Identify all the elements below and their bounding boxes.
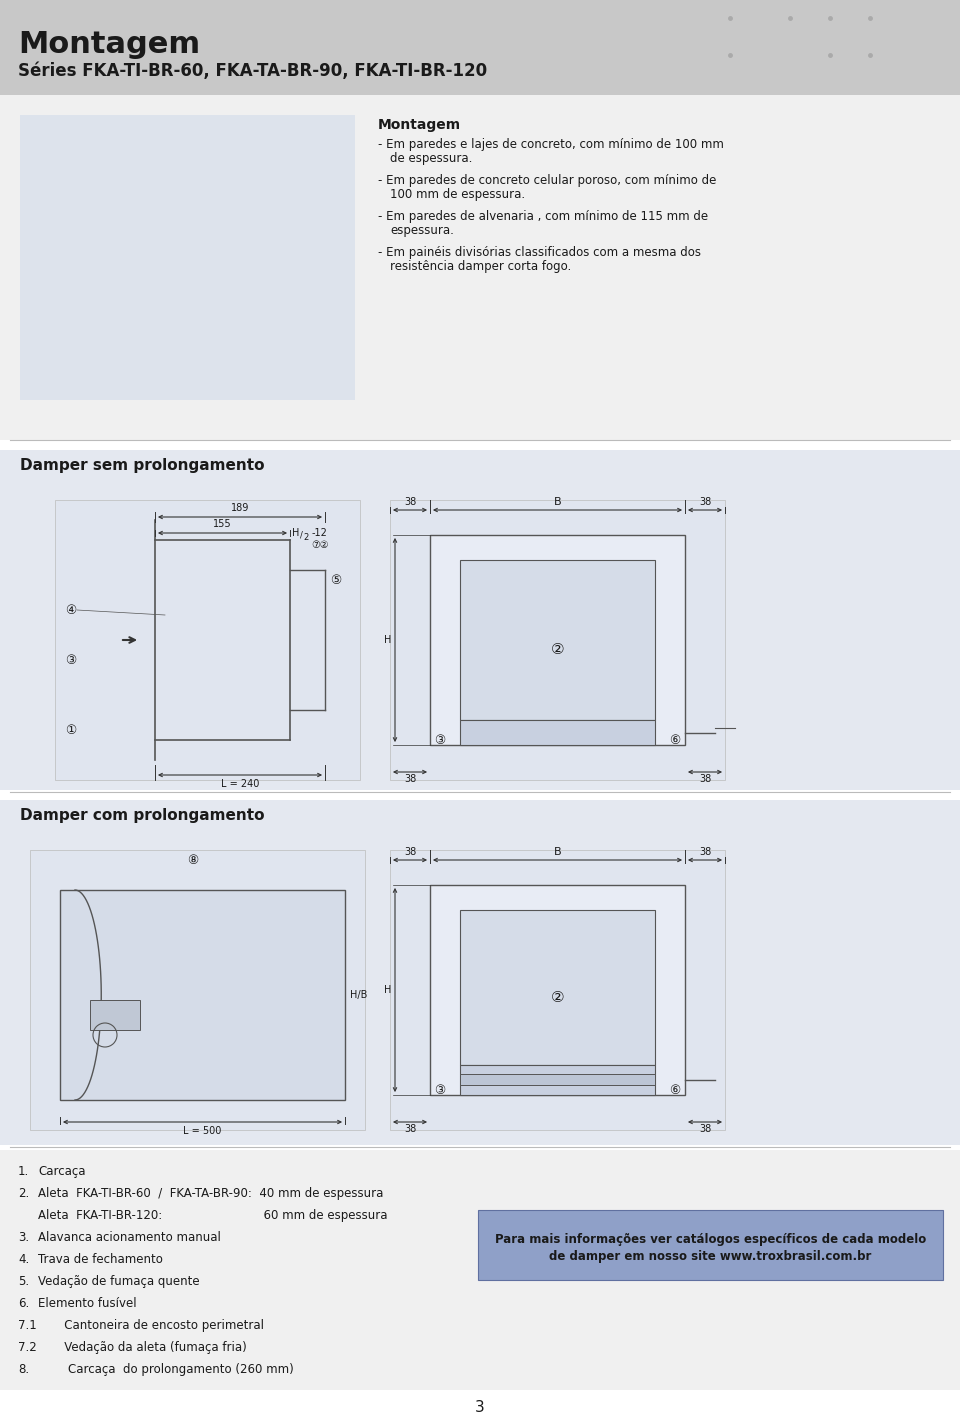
Bar xyxy=(478,1210,943,1279)
Text: H: H xyxy=(292,528,300,538)
Text: ③: ③ xyxy=(434,1084,445,1097)
Bar xyxy=(0,0,960,96)
Text: 3.: 3. xyxy=(18,1231,29,1244)
Text: B: B xyxy=(554,847,562,857)
Bar xyxy=(30,850,365,1130)
Text: Damper com prolongamento: Damper com prolongamento xyxy=(20,808,265,823)
Text: Montagem: Montagem xyxy=(18,30,200,59)
Text: ②: ② xyxy=(551,990,564,1005)
Text: 100 mm de espessura.: 100 mm de espessura. xyxy=(390,188,525,201)
Text: 7.2: 7.2 xyxy=(18,1341,36,1354)
Bar xyxy=(390,850,725,1130)
Text: ①: ① xyxy=(65,724,76,737)
Text: 7.1: 7.1 xyxy=(18,1319,36,1332)
Text: H: H xyxy=(384,985,391,995)
Text: Elemento fusível: Elemento fusível xyxy=(38,1297,136,1309)
Text: 5.: 5. xyxy=(18,1275,29,1288)
Text: 38: 38 xyxy=(699,1124,711,1134)
Text: L = 500: L = 500 xyxy=(183,1127,222,1137)
Text: Séries FKA-TI-BR-60, FKA-TA-BR-90, FKA-TI-BR-120: Séries FKA-TI-BR-60, FKA-TA-BR-90, FKA-T… xyxy=(18,61,487,80)
Bar xyxy=(460,720,655,745)
Text: ⑦②: ⑦② xyxy=(311,540,328,550)
Text: 38: 38 xyxy=(699,497,711,507)
Text: L = 240: L = 240 xyxy=(221,780,259,790)
Text: 1.: 1. xyxy=(18,1165,29,1178)
Text: Montagem: Montagem xyxy=(378,119,461,131)
Text: 6.: 6. xyxy=(18,1297,29,1309)
Text: Carcaça  do prolongamento (260 mm): Carcaça do prolongamento (260 mm) xyxy=(38,1362,294,1377)
Bar xyxy=(60,890,345,1100)
Text: espessura.: espessura. xyxy=(390,224,454,237)
Text: 38: 38 xyxy=(404,774,416,784)
Text: Alavanca acionamento manual: Alavanca acionamento manual xyxy=(38,1231,221,1244)
Text: Carcaça: Carcaça xyxy=(38,1165,85,1178)
Text: ④: ④ xyxy=(65,604,76,617)
Text: B: B xyxy=(554,497,562,507)
Text: - Em paredes de concreto celular poroso, com mínimo de: - Em paredes de concreto celular poroso,… xyxy=(378,174,716,187)
Bar xyxy=(460,1074,655,1084)
Bar xyxy=(0,96,960,440)
Text: - Em painéis divisórias classificados com a mesma dos: - Em painéis divisórias classificados co… xyxy=(378,246,701,258)
Text: de damper em nosso site www.troxbrasil.com.br: de damper em nosso site www.troxbrasil.c… xyxy=(549,1250,872,1262)
Text: Vedação de fumaça quente: Vedação de fumaça quente xyxy=(38,1275,200,1288)
Bar xyxy=(0,1150,960,1389)
Text: 2.: 2. xyxy=(18,1187,29,1200)
Text: - Em paredes de alvenaria , com mínimo de 115 mm de: - Em paredes de alvenaria , com mínimo d… xyxy=(378,210,708,223)
Bar xyxy=(90,1000,140,1030)
Text: Aleta  FKA-TI-BR-60  /  FKA-TA-BR-90:  40 mm de espessura: Aleta FKA-TI-BR-60 / FKA-TA-BR-90: 40 mm… xyxy=(38,1187,383,1200)
Text: 38: 38 xyxy=(699,774,711,784)
Text: Aleta  FKA-TI-BR-120:                           60 mm de espessura: Aleta FKA-TI-BR-120: 60 mm de espessura xyxy=(38,1210,388,1222)
Text: - Em paredes e lajes de concreto, com mínimo de 100 mm: - Em paredes e lajes de concreto, com mí… xyxy=(378,139,724,151)
Text: /: / xyxy=(300,531,302,540)
Text: H/B: H/B xyxy=(350,990,368,1000)
Bar xyxy=(0,450,960,790)
Bar xyxy=(20,116,355,400)
Bar xyxy=(460,560,655,720)
Bar xyxy=(430,536,685,745)
Text: 8.: 8. xyxy=(18,1362,29,1377)
Text: ②: ② xyxy=(551,643,564,657)
Text: 38: 38 xyxy=(404,497,416,507)
Text: de espessura.: de espessura. xyxy=(390,151,472,166)
Bar xyxy=(390,500,725,780)
Text: 2: 2 xyxy=(303,533,308,543)
Bar xyxy=(430,885,685,1095)
Text: 38: 38 xyxy=(404,847,416,857)
Text: ⑤: ⑤ xyxy=(330,574,341,587)
Bar xyxy=(460,910,655,1065)
Text: ⑧: ⑧ xyxy=(187,854,198,867)
Text: 155: 155 xyxy=(213,518,231,528)
Text: 4.: 4. xyxy=(18,1252,29,1267)
Text: ③: ③ xyxy=(434,734,445,747)
Text: Damper sem prolongamento: Damper sem prolongamento xyxy=(20,458,265,473)
Bar xyxy=(55,500,360,780)
Text: H: H xyxy=(384,635,391,645)
Text: 189: 189 xyxy=(230,503,250,513)
Text: ⑥: ⑥ xyxy=(669,1084,681,1097)
Text: 38: 38 xyxy=(404,1124,416,1134)
Text: Cantoneira de encosto perimetral: Cantoneira de encosto perimetral xyxy=(38,1319,264,1332)
Text: ③: ③ xyxy=(65,654,76,667)
Bar xyxy=(460,1065,655,1095)
Text: 38: 38 xyxy=(699,847,711,857)
Text: 3: 3 xyxy=(475,1399,485,1415)
Text: -12: -12 xyxy=(312,528,328,538)
Text: ⑥: ⑥ xyxy=(669,734,681,747)
Text: Trava de fechamento: Trava de fechamento xyxy=(38,1252,163,1267)
Text: Vedação da aleta (fumaça fria): Vedação da aleta (fumaça fria) xyxy=(38,1341,247,1354)
Text: resistência damper corta fogo.: resistência damper corta fogo. xyxy=(390,260,571,273)
Bar xyxy=(0,800,960,1145)
Text: Para mais informações ver catálogos específicos de cada modelo: Para mais informações ver catálogos espe… xyxy=(494,1232,926,1247)
